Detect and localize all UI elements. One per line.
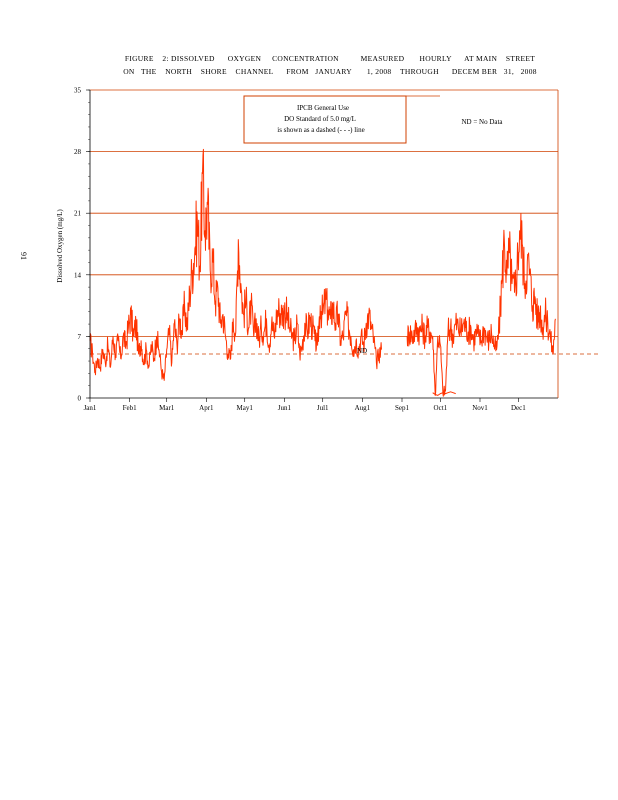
y-tick-label: 0 <box>78 395 82 403</box>
y-axis-label: Dissolved Oxygen (mg/L) <box>56 209 64 283</box>
x-tick-label: May1 <box>237 404 254 412</box>
x-tick-label: Aug1 <box>355 404 371 412</box>
x-tick-label: Dec1 <box>511 404 526 412</box>
y-tick-label: 21 <box>74 210 82 218</box>
legend-line-2: DO Standard of 5.0 mg/L <box>284 115 356 123</box>
x-tick-label: Jun1 <box>278 404 292 412</box>
do-series-line-2 <box>406 213 556 397</box>
legend-box: IPCB General Use DO Standard of 5.0 mg/L… <box>243 95 440 144</box>
legend-line-3: is shown as a dashed (- - -) line <box>277 126 364 134</box>
x-tick-label: Oct1 <box>434 404 448 412</box>
x-tick-label: Jul1 <box>317 404 329 412</box>
y-tick-label: 7 <box>78 333 82 341</box>
x-tick-label: Feb1 <box>123 404 138 412</box>
axes <box>86 89 559 402</box>
chart-title-line-2: ON THE NORTH SHORE CHANNEL FROM JANUARY … <box>123 67 537 76</box>
y-tick-label: 14 <box>74 271 82 279</box>
y-tick-label: 28 <box>74 148 82 156</box>
x-tick-label: Mar1 <box>159 404 175 412</box>
x-tick-labels: Jan1 Feb1 Mar1 Apr1 May1 Jun1 Jul1 Aug1 Sep1 Oct1… <box>84 404 527 412</box>
do-series-line-1 <box>89 148 382 381</box>
x-tick-label: Sep1 <box>395 404 410 412</box>
no-data-note: ND = No Data <box>461 118 503 126</box>
chart-title-line-1: FIGURE 2: DISSOLVED OXYGEN CONCENTRATION… <box>124 54 536 63</box>
y-tick-labels: 0 7 14 21 28 35 <box>74 87 82 403</box>
y-tick-label: 35 <box>74 87 82 95</box>
x-tick-label: Nov1 <box>472 404 488 412</box>
data-series <box>89 148 556 397</box>
nd-annotation: ND <box>357 347 367 355</box>
do-series-line-3 <box>432 391 456 396</box>
legend-line-1: IPCB General Use <box>297 104 349 112</box>
x-tick-label: Jan1 <box>84 404 97 412</box>
x-tick-label: Apr1 <box>199 404 214 412</box>
